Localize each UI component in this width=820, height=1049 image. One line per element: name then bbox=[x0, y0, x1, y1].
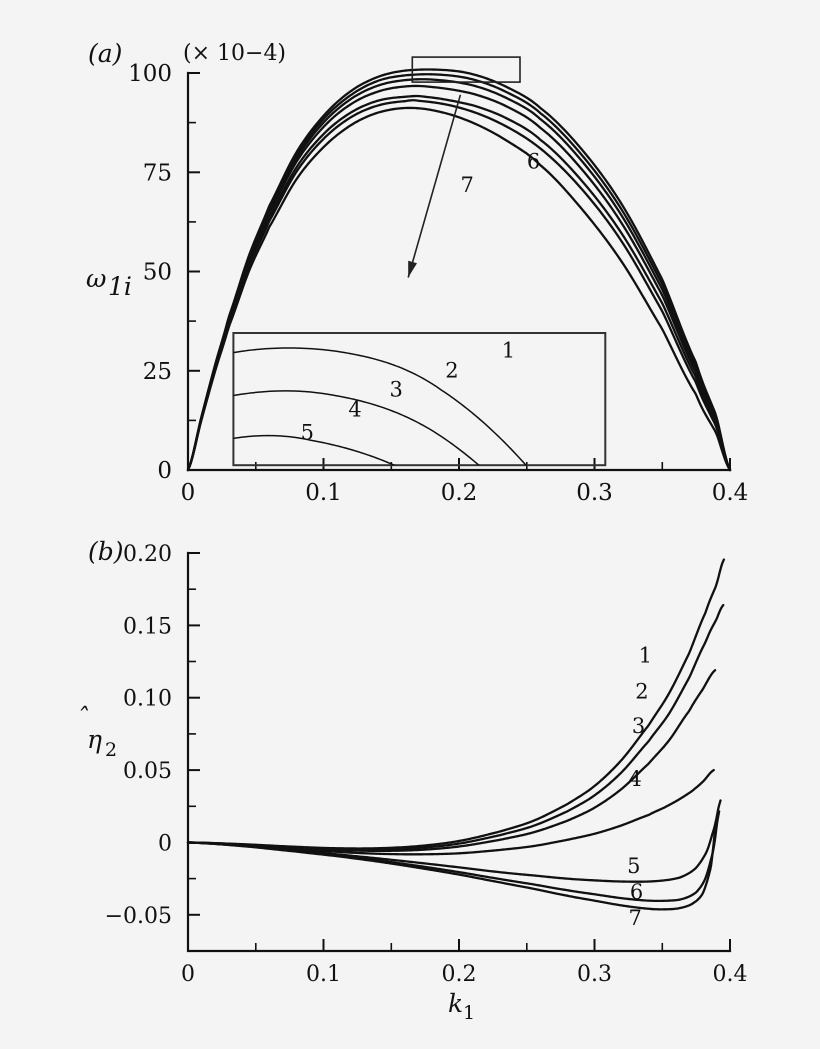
panel-a-curve-6 bbox=[186, 99, 732, 472]
panel-a-curve-label-6: 6 bbox=[527, 149, 540, 173]
inset-curve-label-4: 4 bbox=[348, 398, 361, 422]
panel-b-y-axis-label-base: η bbox=[87, 725, 102, 754]
panel-a-tag: (a) bbox=[88, 39, 122, 68]
panel-b-x-tick-label: 0 bbox=[181, 962, 195, 987]
inset-curve-label-5: 5 bbox=[301, 421, 314, 445]
panel-b-y-tick-label: 0 bbox=[158, 831, 172, 856]
panel-b-curve-label-6: 6 bbox=[630, 880, 643, 904]
panel-a-y-tick-label: 100 bbox=[128, 61, 172, 87]
panel-b-curve-label-2: 2 bbox=[635, 679, 648, 703]
panel-a-curve-labels: 67 bbox=[460, 149, 540, 197]
inset-curve-label-3: 3 bbox=[390, 378, 403, 402]
panel-b-x-tick-label: 0.2 bbox=[442, 962, 477, 987]
zoom-arrow-shaft bbox=[407, 94, 462, 278]
panel-a-inset: 1 2 3 4 5 bbox=[232, 332, 607, 467]
panel-a-y-axis-label-base: ω bbox=[86, 264, 106, 293]
panel-a-zoom-region-box bbox=[411, 56, 521, 83]
panel-a-scale-note: (× 10−4) bbox=[183, 41, 286, 66]
panel-a-y-tick-label: 0 bbox=[157, 458, 172, 484]
panel-a-curve-4 bbox=[186, 84, 732, 472]
inset-curve-1 bbox=[233, 347, 528, 466]
panel-b-x-axis-label-sub: 1 bbox=[463, 1002, 475, 1024]
panel-b-curve-label-4: 4 bbox=[628, 767, 641, 791]
panel-b-x-tick-label: 0.4 bbox=[713, 962, 748, 987]
panel-a-y-tick-label: 50 bbox=[143, 260, 172, 286]
zoom-region-rect bbox=[411, 56, 521, 83]
panel-a-x-tick-label: 0.1 bbox=[305, 480, 342, 506]
panel-b-x-tick-labels: 0 0.1 0.2 0.3 0.4 bbox=[181, 962, 748, 987]
panel-a-x-tick-labels: 0 0.1 0.2 0.3 0.4 bbox=[181, 480, 749, 506]
panel-b-y-tick-label: 0.05 bbox=[123, 759, 172, 784]
panel-a-x-tick-label: 0.3 bbox=[576, 480, 613, 506]
inset-curve-3 bbox=[233, 434, 397, 466]
panel-b-y-tick-label: 0.15 bbox=[123, 614, 172, 639]
panel-a-curve-2 bbox=[186, 73, 732, 472]
panel-b-curve-label-3: 3 bbox=[632, 714, 645, 738]
panel-b-y-axis-label-sub: 2 bbox=[105, 739, 117, 761]
panel-a-x-tick-label: 0.2 bbox=[441, 480, 478, 506]
panel-b-y-tick-label: 0.10 bbox=[123, 687, 172, 712]
panel-a-zoom-arrow bbox=[407, 94, 462, 278]
inset-curve-2 bbox=[233, 390, 481, 466]
panel-b-axes bbox=[186, 551, 732, 953]
panel-b-x-tick-label: 0.3 bbox=[577, 962, 612, 987]
zoom-arrow-head bbox=[408, 260, 417, 278]
panel-b-curve-label-1: 1 bbox=[639, 643, 652, 667]
panel-a-curve-label-7: 7 bbox=[460, 173, 473, 197]
panel-a-curve-7 bbox=[186, 106, 732, 472]
panel-a-y-axis-label: ω 1i bbox=[86, 264, 132, 301]
panel-a-x-tick-label: 0.4 bbox=[712, 480, 749, 506]
panel-b-x-axis-label: k 1 bbox=[448, 989, 475, 1024]
inset-curves bbox=[233, 347, 528, 466]
panel-b-curves bbox=[186, 558, 726, 911]
panel-b-curve-7 bbox=[186, 814, 719, 911]
panel-a-y-tick-label: 25 bbox=[143, 359, 172, 385]
panel-b-curve-labels: 1 2 3 4 567 bbox=[627, 643, 652, 930]
inset-curve-label-1: 1 bbox=[502, 338, 515, 362]
panel-a-y-tick-label: 75 bbox=[143, 160, 172, 186]
panel-b-y-tick-label: 0.20 bbox=[123, 542, 172, 567]
panel-a-y-tick-labels: 0 25 50 75 100 bbox=[128, 61, 172, 484]
panel-a-curves bbox=[186, 68, 732, 472]
panel-b-curve-label-5: 5 bbox=[627, 854, 640, 878]
panel-b-curve-label-7: 7 bbox=[628, 906, 641, 930]
panel-b-x-axis-label-base: k bbox=[448, 989, 463, 1018]
inset-curve-label-2: 2 bbox=[445, 358, 458, 382]
inset-frame-rect bbox=[232, 332, 607, 467]
panel-b-y-tick-label: −0.05 bbox=[105, 904, 172, 929]
inset-curve-labels: 1 2 3 4 5 bbox=[301, 338, 516, 444]
inset-frame bbox=[232, 332, 607, 467]
panel-b-y-tick-labels: −0.05 0 0.05 0.10 0.15 0.20 bbox=[105, 542, 172, 929]
panel-a-y-axis-label-sub: 1i bbox=[108, 272, 132, 301]
panel-b-tag: (b) bbox=[88, 537, 124, 566]
panel-a-x-tick-label: 0 bbox=[181, 480, 196, 506]
panel-b-x-tick-label: 0.1 bbox=[306, 962, 341, 987]
